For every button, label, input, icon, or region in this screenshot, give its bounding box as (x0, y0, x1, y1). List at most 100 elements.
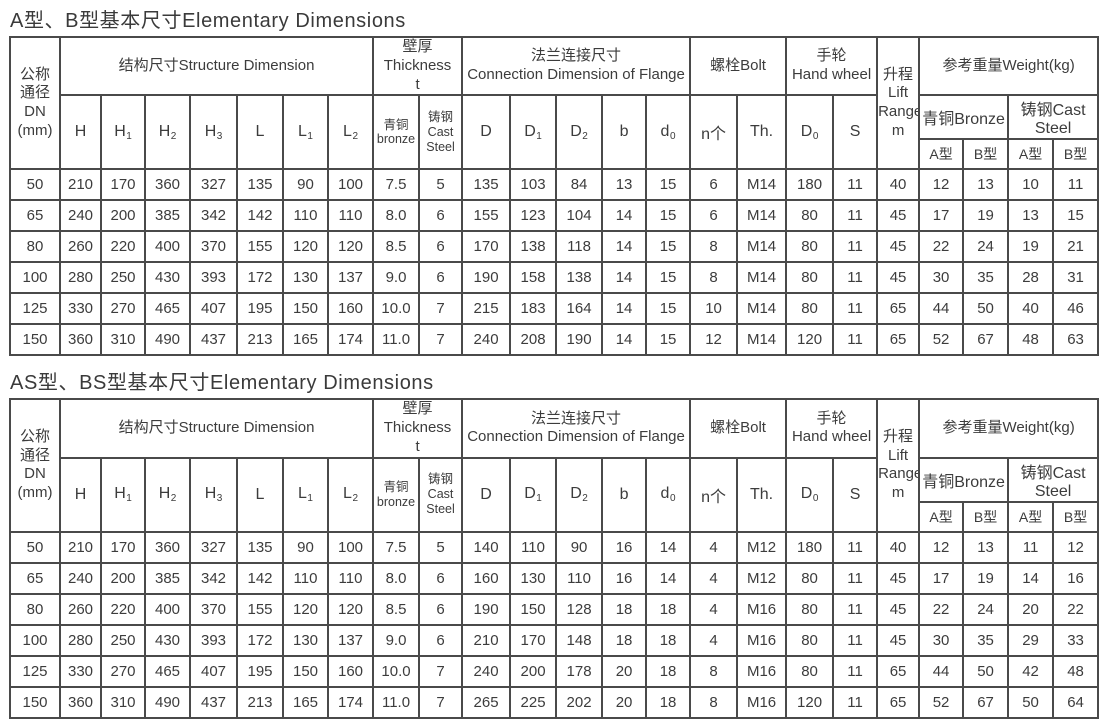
table-cell: 9.0 (372, 623, 421, 657)
header-row-columns: H H1 H2 H3 L L1 L2 青铜 bronze 铸钢 Cast Steel D D1 D2 b… (10, 456, 1100, 533)
table-cell: 13 (962, 530, 1010, 564)
column-header-subscript: 1 (536, 492, 542, 504)
column-header-label: H (204, 123, 217, 140)
table-cell: 150 (282, 654, 329, 688)
column-header-label: n个 (701, 488, 726, 506)
header-row-groups: 公称 通径 DN (mm) 结构尺寸Structure Dimension 壁厚… (9, 35, 1100, 171)
column-header-subscript: 0 (669, 130, 676, 142)
column-header-label: D (570, 485, 582, 503)
table-cell: 465 (144, 292, 191, 326)
table-cell: M14 (736, 261, 788, 295)
table-cell: 195 (236, 292, 284, 326)
table-cell: 6 (418, 261, 464, 295)
table-cell: 120 (785, 685, 835, 719)
column-header-type-b: B型 (962, 138, 1010, 171)
table-cell: 220 (100, 592, 146, 626)
table-cell: 370 (189, 592, 238, 626)
column-header-dn: 公称 通径 DN (mm) (9, 35, 61, 171)
table-cell: M16 (736, 592, 788, 626)
table-cell: 8 (689, 230, 739, 264)
column-header-subscript: 1 (126, 130, 132, 142)
table-cell: 11 (832, 230, 879, 264)
table-cell: 18 (645, 654, 692, 688)
table-cell: 342 (189, 561, 238, 595)
table-cell: 80 (785, 654, 835, 688)
table-cell: 65 (876, 292, 921, 326)
column-header-subscript: 2 (582, 492, 588, 504)
column-header-label: H (158, 485, 171, 503)
column-header-label: H (204, 485, 217, 503)
table-cell: 35 (962, 623, 1010, 657)
table-cell: 120 (326, 230, 375, 264)
table-cell: 100 (326, 530, 375, 564)
column-header: Th. (736, 94, 788, 171)
column-header-subscript: 2 (352, 130, 358, 142)
table-cell: 50 (962, 654, 1010, 688)
table-cell: 48 (1007, 323, 1055, 357)
table-cell: 11 (832, 530, 879, 564)
column-header: L2 (326, 94, 375, 171)
dimensions-table-as-bs: 公称 通径 DN (mm) 结构尺寸Structure Dimension 壁厚… (9, 398, 1100, 719)
column-header: D (461, 94, 512, 171)
table-cell: 6 (418, 623, 464, 657)
table-cell: 64 (1052, 685, 1100, 719)
table-cell: 110 (509, 530, 558, 564)
column-header: L (236, 94, 284, 171)
table-cell: M14 (736, 199, 788, 233)
table-cell: 200 (509, 654, 558, 688)
table-cell: 19 (1007, 230, 1055, 264)
column-header-label: b (619, 485, 629, 503)
column-header-label: 青铜 bronze (376, 117, 416, 147)
table-cell: 11 (832, 168, 879, 202)
table-cell: 100 (9, 261, 61, 295)
table-row: 150 360 310 490 437 213 165 174 11.0 7 265 225 202 20… (9, 685, 1100, 719)
table-row: 125 330 270 465 407 195 150 160 10.0 7 240 200 178 20… (9, 654, 1100, 688)
column-header: D2 (555, 94, 604, 171)
table-cell: 80 (785, 623, 835, 657)
table-cell: 14 (601, 292, 648, 326)
table-cell: 65 (876, 654, 921, 688)
table-cell: 11.0 (372, 323, 421, 357)
table-cell: 10 (1007, 168, 1055, 202)
column-header-label: D (570, 123, 582, 140)
table-cell: 90 (555, 530, 604, 564)
table-cell: M14 (736, 292, 788, 326)
table-cell: 67 (962, 685, 1010, 719)
table-cell: 52 (918, 323, 965, 357)
table-cell: 18 (645, 685, 692, 719)
table-row: 50 210 170 360 327 135 90 100 7.5 5 140 110 90 16 14 4 M… (9, 530, 1100, 564)
column-header-label: D (800, 485, 813, 503)
table-cell: 80 (785, 230, 835, 264)
table-cell: 178 (555, 654, 604, 688)
column-header-type-b: B型 (1052, 138, 1100, 171)
table-cell: 327 (189, 530, 238, 564)
table-cell: 52 (918, 685, 965, 719)
table-cell: 7.5 (372, 168, 421, 202)
group-header-bronze: 青铜Bronze (918, 94, 1010, 141)
column-header: n个 (689, 94, 739, 171)
column-header: n个 (689, 456, 739, 533)
table-cell: 270 (100, 292, 146, 326)
table-cell: 17 (918, 561, 965, 595)
column-header-label: d (660, 485, 670, 503)
column-header-label: H (114, 485, 126, 503)
table-cell: 7.5 (372, 530, 421, 564)
column-header: H1 (100, 94, 146, 171)
table-cell: M14 (736, 230, 788, 264)
table-cell: 63 (1052, 323, 1100, 357)
column-header: H1 (100, 456, 146, 533)
table-cell: 130 (509, 561, 558, 595)
table-cell: 18 (601, 623, 648, 657)
column-header-type-b: B型 (1052, 500, 1100, 533)
table-cell: 50 (1007, 685, 1055, 719)
table-cell: 15 (645, 323, 692, 357)
header-row-groups: 公称 通径 DN (mm) 结构尺寸Structure Dimension 壁厚… (9, 398, 1100, 533)
column-header-label: L (255, 485, 265, 503)
table-cell: 6 (418, 592, 464, 626)
table-cell: 12 (918, 530, 965, 564)
table-cell: 80 (785, 292, 835, 326)
table-cell: 11 (1007, 530, 1055, 564)
column-header-label: D (800, 123, 813, 140)
table-cell: 14 (645, 530, 692, 564)
column-header: D0 (785, 456, 835, 533)
